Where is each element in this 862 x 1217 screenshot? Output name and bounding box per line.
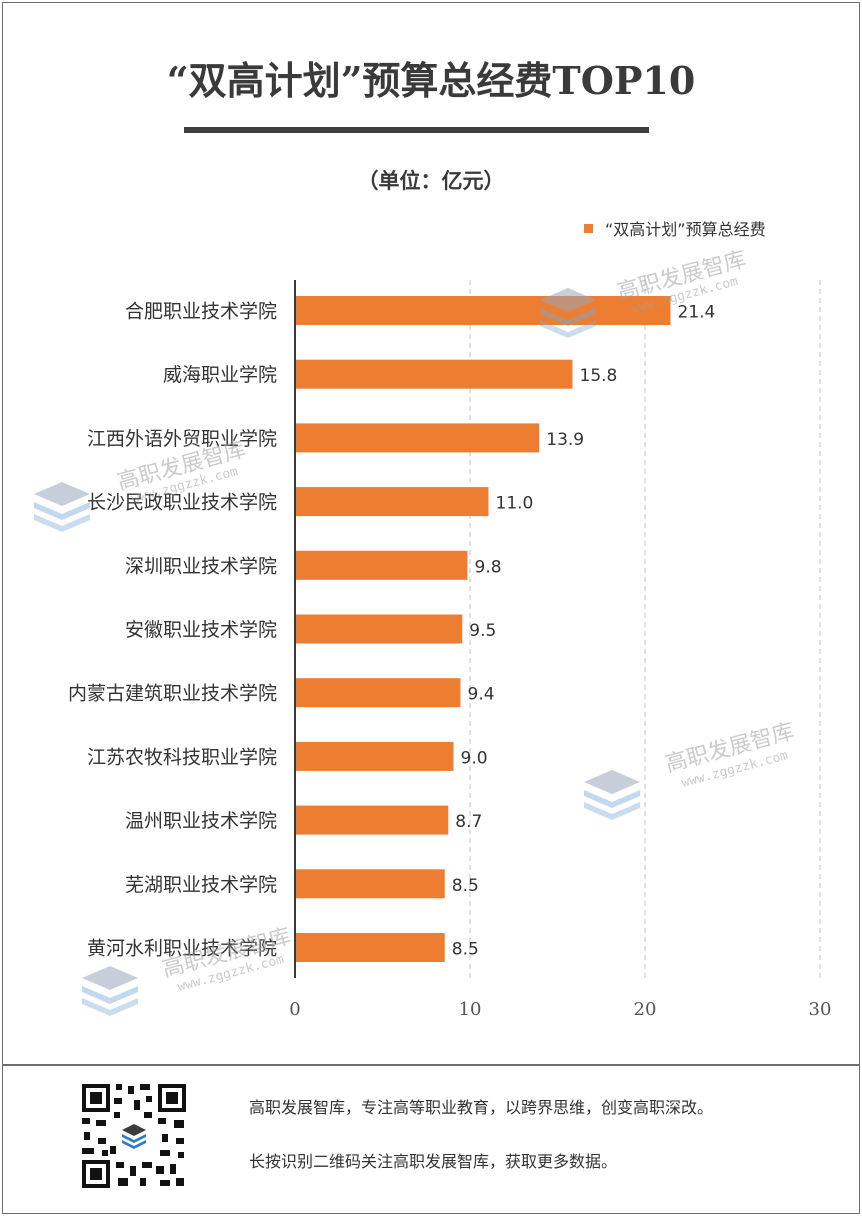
x-tick-label: 0 bbox=[289, 999, 300, 1020]
category-label: 温州职业技术学院 bbox=[125, 810, 277, 832]
data-label: 15.8 bbox=[580, 366, 618, 386]
qr-code-icon bbox=[80, 1082, 188, 1190]
bar bbox=[296, 678, 461, 708]
legend-label: “双高计划”预算总经费 bbox=[605, 220, 766, 239]
bar bbox=[296, 359, 573, 389]
x-tick-label: 10 bbox=[459, 999, 482, 1020]
legend-swatch bbox=[584, 223, 593, 233]
watermark-logo-icon bbox=[82, 966, 138, 1016]
category-label: 威海职业学院 bbox=[163, 364, 277, 386]
bar bbox=[296, 487, 489, 517]
data-label: 11.0 bbox=[496, 494, 534, 514]
data-label: 9.4 bbox=[468, 685, 495, 705]
category-label: 深圳职业技术学院 bbox=[125, 555, 277, 577]
bar bbox=[296, 550, 468, 580]
unit-label: （单位：亿元） bbox=[357, 169, 505, 193]
data-label: 8.7 bbox=[455, 812, 482, 832]
bar bbox=[296, 869, 445, 899]
x-tick-label: 20 bbox=[634, 999, 657, 1020]
category-label: 内蒙古建筑职业技术学院 bbox=[68, 683, 277, 705]
bar-chart: 0 10 20 30 合肥职业技术学院 21.4 威海职业学院 15.8 江西外语外贸职业学院 1… bbox=[68, 280, 832, 1020]
chart-title: “双高计划”预算总经费TOP10 bbox=[166, 58, 696, 103]
data-label: 9.5 bbox=[469, 621, 496, 641]
bar bbox=[296, 933, 445, 962]
category-label: 合肥职业技术学院 bbox=[125, 301, 277, 323]
category-label: 江苏农牧科技职业学院 bbox=[87, 746, 277, 768]
data-label: 13.9 bbox=[546, 430, 584, 450]
category-label: 江西外语外贸职业学院 bbox=[87, 428, 277, 450]
data-label: 9.0 bbox=[461, 748, 488, 768]
footer-slogan: 高职发展智库，专注高等职业教育，以跨界思维，创变高职深改。 bbox=[249, 1098, 714, 1117]
data-label: 21.4 bbox=[678, 303, 716, 323]
bar bbox=[296, 805, 449, 835]
title-underline bbox=[184, 127, 649, 133]
bar bbox=[296, 296, 671, 325]
data-label: 9.8 bbox=[475, 557, 502, 577]
category-label: 安徽职业技术学院 bbox=[125, 619, 277, 641]
bar bbox=[296, 614, 463, 644]
category-label: 长沙民政职业技术学院 bbox=[87, 492, 277, 514]
footer-divider bbox=[2, 1064, 860, 1066]
bar bbox=[296, 741, 454, 771]
watermark-logo-icon bbox=[540, 288, 596, 338]
category-label: 黄河水利职业技术学院 bbox=[87, 938, 277, 960]
x-tick-label: 30 bbox=[809, 999, 832, 1020]
chart-legend: “双高计划”预算总经费 bbox=[584, 216, 766, 240]
data-label: 8.5 bbox=[452, 876, 479, 896]
bar bbox=[296, 423, 540, 453]
watermark-logo-icon bbox=[34, 482, 90, 532]
data-label: 8.5 bbox=[452, 940, 479, 960]
footer-qr-hint: 长按识别二维码关注高职发展智库，获取更多数据。 bbox=[249, 1152, 618, 1171]
category-label: 芜湖职业技术学院 bbox=[125, 874, 277, 896]
watermark-logo-icon bbox=[584, 770, 640, 820]
